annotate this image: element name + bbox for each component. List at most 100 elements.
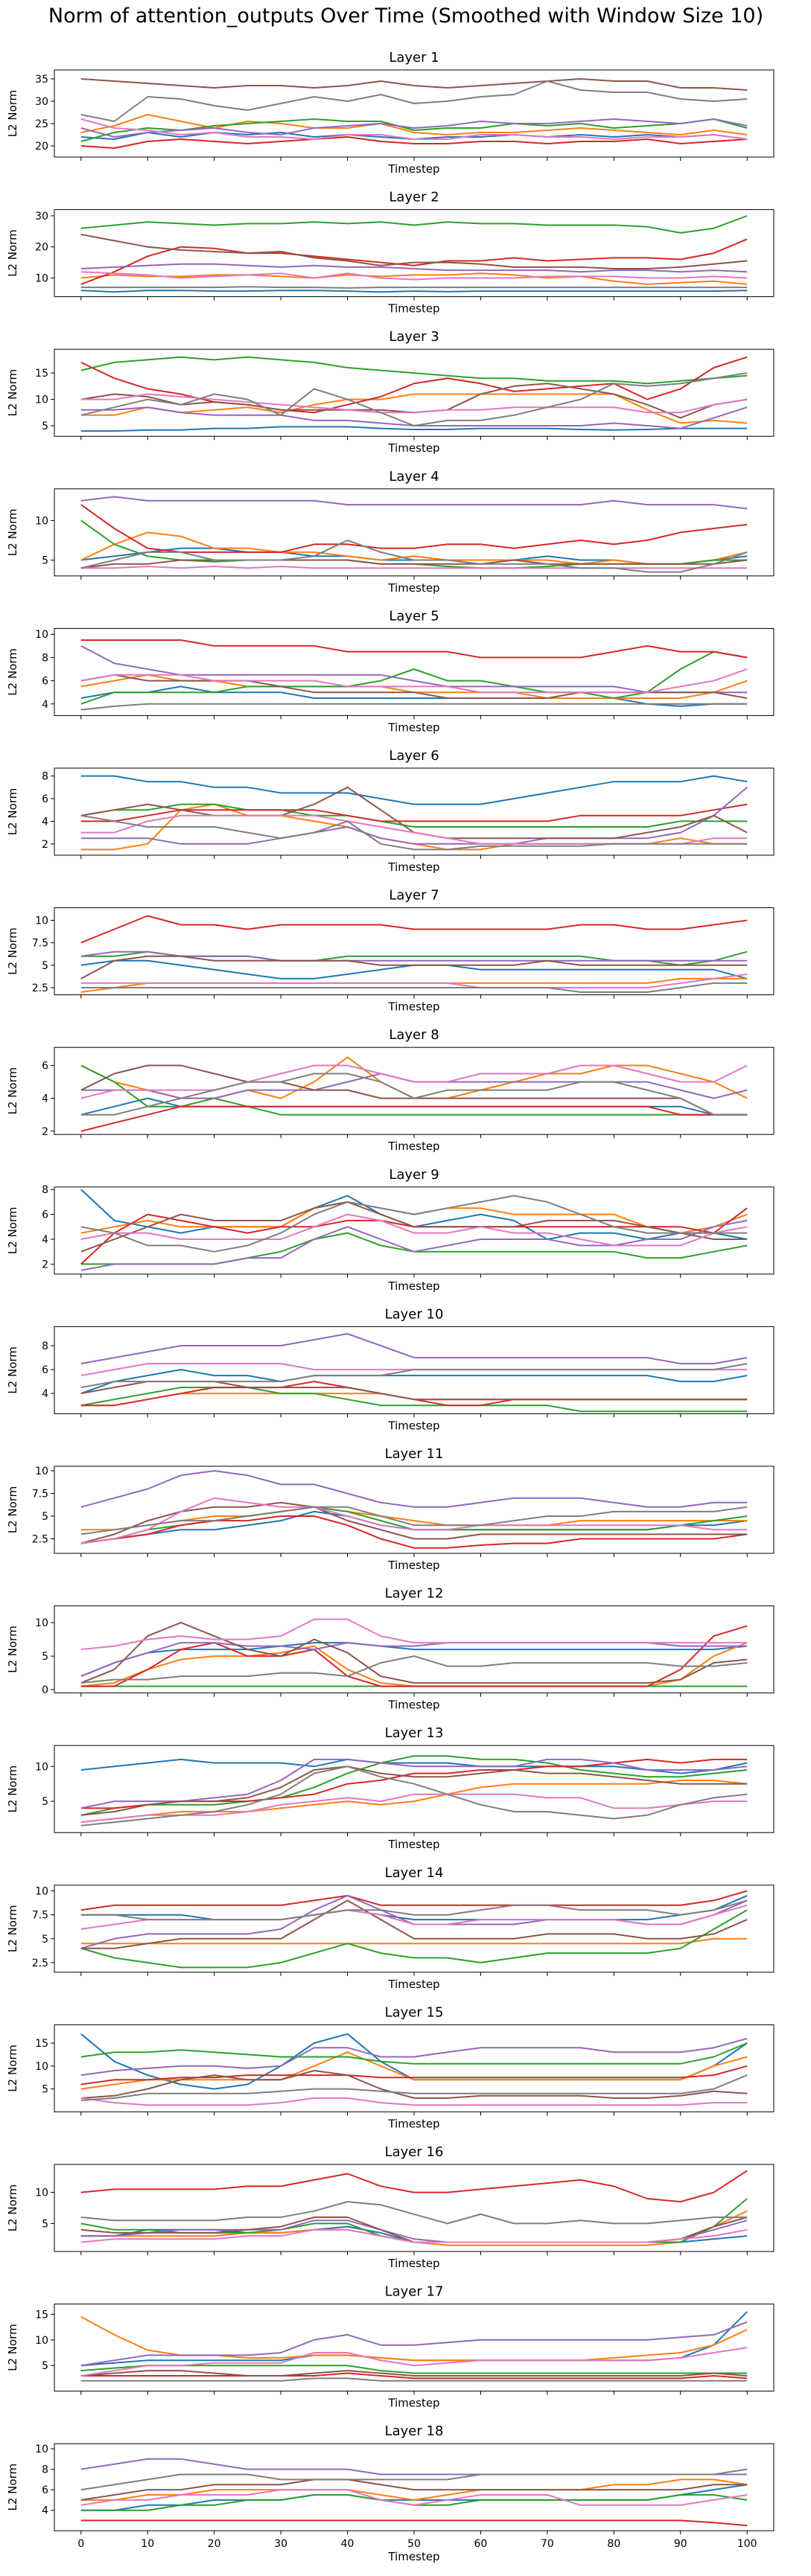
subplot-title: Layer 12 xyxy=(385,1586,444,1602)
subplot-title: Layer 16 xyxy=(385,2144,444,2160)
x-axis-label: Timestep xyxy=(387,1140,439,1153)
series-line xyxy=(80,1765,748,1826)
series-line xyxy=(80,973,748,988)
x-axis-label: Timestep xyxy=(387,1698,439,1712)
y-tick-label: 10 xyxy=(35,1886,48,1898)
series-line xyxy=(80,1201,748,1253)
y-axis-label: L2 Norm xyxy=(6,1067,19,1115)
series-line xyxy=(80,2468,748,2491)
series-line xyxy=(80,1195,748,1253)
series-line xyxy=(80,504,748,553)
y-tick-label: 5 xyxy=(42,1934,48,1946)
y-tick-label: 10 xyxy=(35,2187,48,2199)
subplot-title: Layer 9 xyxy=(389,1167,439,1183)
y-tick-label: 5 xyxy=(42,1511,48,1523)
series-line xyxy=(80,118,748,138)
x-axis-label: Timestep xyxy=(387,1419,439,1432)
subplot-layer-13: Layer 13 5 10 Timestep L2 Norm xyxy=(6,1725,775,1851)
series-line xyxy=(80,238,748,285)
y-tick-label: 15 xyxy=(35,2038,48,2050)
series-line xyxy=(80,1655,748,1684)
x-tick-label: 60 xyxy=(474,2538,488,2550)
series-line xyxy=(80,1642,748,1678)
series-line xyxy=(80,2365,748,2374)
y-axis-label: L2 Norm xyxy=(6,1765,19,1813)
series-line xyxy=(80,685,748,707)
series-line xyxy=(80,1758,748,1774)
x-tick-label: 90 xyxy=(674,2538,687,2550)
y-tick-label: 5 xyxy=(42,1651,48,1663)
series-line xyxy=(80,1899,748,1921)
series-line xyxy=(80,118,748,140)
series-line xyxy=(80,2519,748,2527)
y-tick-label: 5 xyxy=(42,421,48,432)
y-tick-label: 7.5 xyxy=(32,938,48,950)
y-tick-label: 4 xyxy=(42,699,48,711)
series-line xyxy=(80,1219,748,1271)
subplot-title: Layer 4 xyxy=(389,469,439,485)
y-axis-label: L2 Norm xyxy=(6,1207,19,1255)
series-line xyxy=(80,1765,748,1816)
y-tick-label: 5 xyxy=(42,2360,48,2372)
series-line xyxy=(80,1937,748,1945)
series-line xyxy=(80,393,748,424)
y-tick-label: 15 xyxy=(35,368,48,380)
y-axis-label: L2 Norm xyxy=(6,927,19,975)
series-line xyxy=(80,2489,748,2506)
series-line xyxy=(80,1501,748,1544)
axes-frame xyxy=(54,907,775,996)
subplot-layer-3: Layer 3 5 10 15 Timestep L2 Norm xyxy=(6,329,775,455)
subplot-title: Layer 11 xyxy=(385,1446,444,1462)
axes-frame xyxy=(54,1605,775,1694)
x-axis-label: Timestep xyxy=(387,1978,439,1991)
series-line xyxy=(80,1894,748,1921)
y-tick-label: 8 xyxy=(42,1340,48,1352)
y-tick-label: 6 xyxy=(42,1060,48,1072)
series-line xyxy=(80,566,748,569)
y-tick-label: 10 xyxy=(35,515,48,527)
subplot-layer-11: Layer 11 2.5 5 7.5 10 Timestep L2 Norm xyxy=(6,1446,775,1572)
y-tick-label: 8 xyxy=(42,2464,48,2476)
series-line xyxy=(80,2042,748,2065)
series-line xyxy=(80,1213,748,1247)
series-line xyxy=(80,114,748,135)
axes-frame xyxy=(54,348,775,437)
subplot-title: Layer 13 xyxy=(385,1725,444,1741)
axes-frame xyxy=(54,1046,775,1135)
y-tick-label: 4 xyxy=(42,1234,48,1246)
subplot-title: Layer 6 xyxy=(389,748,439,764)
series-line xyxy=(80,1497,748,1544)
axes-frame xyxy=(54,2443,775,2531)
x-axis-label: Timestep xyxy=(387,1838,439,1851)
series-line xyxy=(80,2377,748,2382)
x-axis-label: Timestep xyxy=(387,2117,439,2130)
y-tick-label: 2.5 xyxy=(32,1957,48,1969)
series-line xyxy=(80,1470,748,1508)
series-line xyxy=(80,651,748,705)
y-tick-label: 10 xyxy=(35,1761,48,1773)
y-axis-label: L2 Norm xyxy=(6,2185,19,2232)
axes-frame xyxy=(54,1186,775,1275)
y-axis-label: L2 Norm xyxy=(6,369,19,417)
series-line xyxy=(80,1515,748,1549)
series-line xyxy=(80,78,748,91)
subplot-title: Layer 18 xyxy=(385,2423,444,2439)
series-line xyxy=(80,639,748,659)
x-tick-label: 10 xyxy=(141,2538,154,2550)
series-line xyxy=(80,1506,748,1531)
series-line xyxy=(80,1105,748,1132)
series-line xyxy=(80,1387,748,1413)
series-line xyxy=(80,2228,748,2243)
y-tick-label: 30 xyxy=(35,211,48,223)
x-tick-label: 100 xyxy=(737,2538,757,2550)
series-line xyxy=(80,2370,748,2377)
series-line xyxy=(80,2372,748,2380)
x-axis-label: Timestep xyxy=(387,1279,439,1293)
y-axis-label: L2 Norm xyxy=(6,1486,19,1534)
series-line xyxy=(80,80,748,122)
x-tick-label: 70 xyxy=(541,2538,554,2550)
y-tick-label: 5 xyxy=(42,1796,48,1808)
subplot-layer-7: Layer 7 2.5 5 7.5 10 Timestep L2 Norm xyxy=(6,888,775,1014)
x-tick-label: 40 xyxy=(341,2538,354,2550)
